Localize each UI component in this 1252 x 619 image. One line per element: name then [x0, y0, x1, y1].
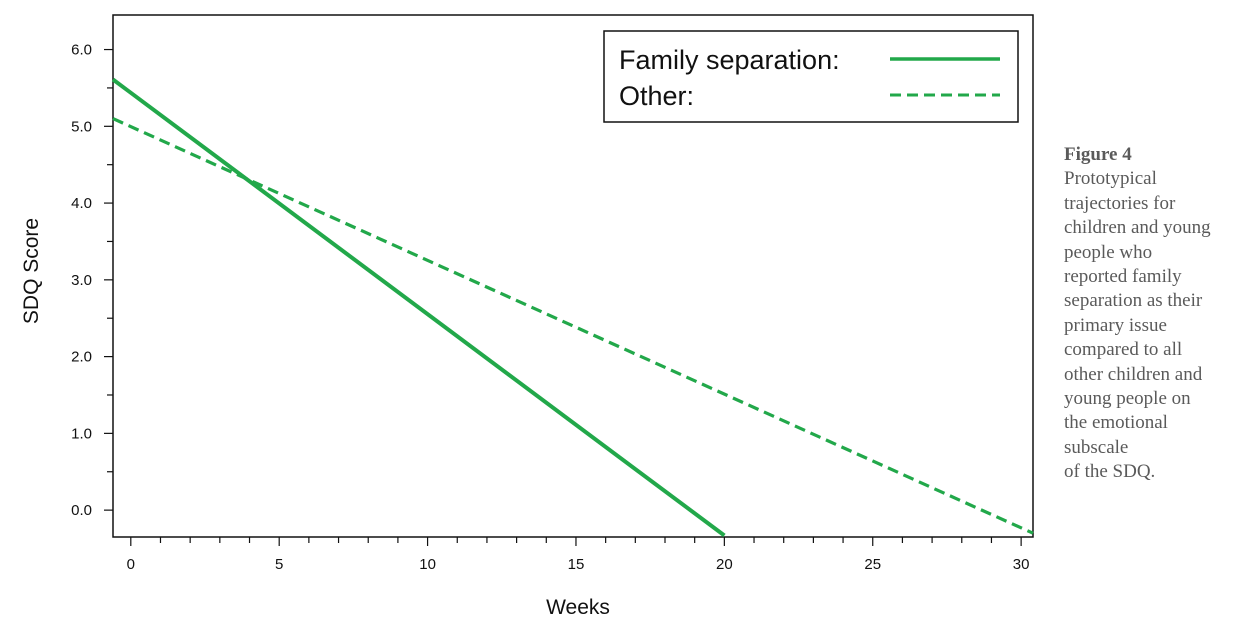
- y-tick-label: 6.0: [71, 42, 92, 59]
- legend-label: Family separation:: [619, 45, 840, 75]
- x-tick-label: 25: [864, 556, 881, 573]
- y-axis-label: SDQ Score: [20, 218, 43, 324]
- x-tick-label: 5: [275, 556, 283, 573]
- y-tick-label: 2.0: [71, 349, 92, 366]
- x-tick-label: 10: [419, 556, 436, 573]
- plot-frame: [112, 14, 1034, 538]
- legend-box: [603, 30, 1019, 123]
- y-tick-label: 4.0: [71, 195, 92, 212]
- figure-label: Figure 4: [1064, 144, 1132, 165]
- x-tick-label: 20: [716, 556, 733, 573]
- x-tick-label: 0: [127, 556, 135, 573]
- x-tick-label: 30: [1013, 556, 1030, 573]
- figure-caption-text: Prototypical trajectories for children a…: [1064, 168, 1211, 483]
- series-line-family-separation: [111, 77, 726, 538]
- y-tick-label: 0.0: [71, 502, 92, 519]
- y-tick-label: 3.0: [71, 272, 92, 289]
- series-line-other: [112, 117, 1034, 535]
- x-tick-label: 15: [568, 556, 585, 573]
- figure-caption: Figure 4 Prototypical trajectories for c…: [1064, 143, 1252, 485]
- y-tick-label: 1.0: [71, 425, 92, 442]
- legend-label: Other:: [619, 81, 694, 111]
- y-tick-label: 5.0: [71, 118, 92, 135]
- x-axis-label: Weeks: [546, 596, 610, 619]
